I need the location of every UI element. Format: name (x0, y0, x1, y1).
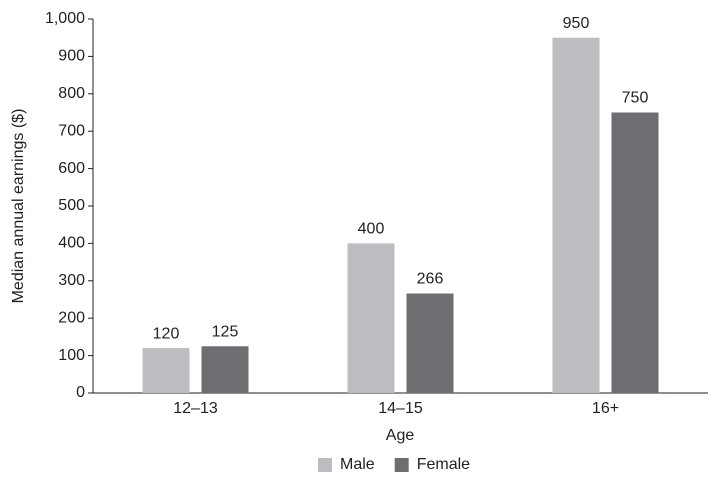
y-tick-label: 800 (58, 85, 85, 102)
bar (552, 37, 600, 393)
x-tick-label: 14–15 (378, 400, 423, 417)
legend-label: Female (417, 456, 470, 473)
y-tick-label: 700 (58, 122, 85, 139)
data-label: 950 (563, 15, 590, 32)
data-label: 125 (212, 323, 239, 340)
y-axis-title: Median annual earnings ($) (10, 109, 27, 304)
y-tick-label: 400 (58, 235, 85, 252)
y-tick-label: 100 (58, 347, 85, 364)
y-tick-label: 600 (58, 160, 85, 177)
y-tick-label: 0 (76, 384, 85, 401)
data-label: 400 (358, 221, 385, 238)
y-tick-label: 300 (58, 272, 85, 289)
data-label: 750 (622, 90, 649, 107)
data-label: 120 (153, 325, 180, 342)
y-tick-label: 1,000 (45, 10, 85, 27)
bar (406, 293, 454, 393)
x-tick-label: 12–13 (173, 400, 218, 417)
y-tick-label: 500 (58, 197, 85, 214)
y-tick-label: 900 (58, 48, 85, 65)
legend-swatch (394, 458, 409, 472)
legend-swatch (318, 458, 332, 472)
bar (611, 112, 659, 393)
y-tick-label: 200 (58, 309, 85, 326)
bar (142, 348, 190, 393)
bar (347, 243, 395, 393)
legend-label: Male (340, 456, 375, 473)
bar (201, 346, 249, 393)
x-tick-label: 16+ (592, 400, 619, 417)
x-axis-title: Age (386, 427, 415, 444)
data-label: 266 (417, 271, 444, 288)
